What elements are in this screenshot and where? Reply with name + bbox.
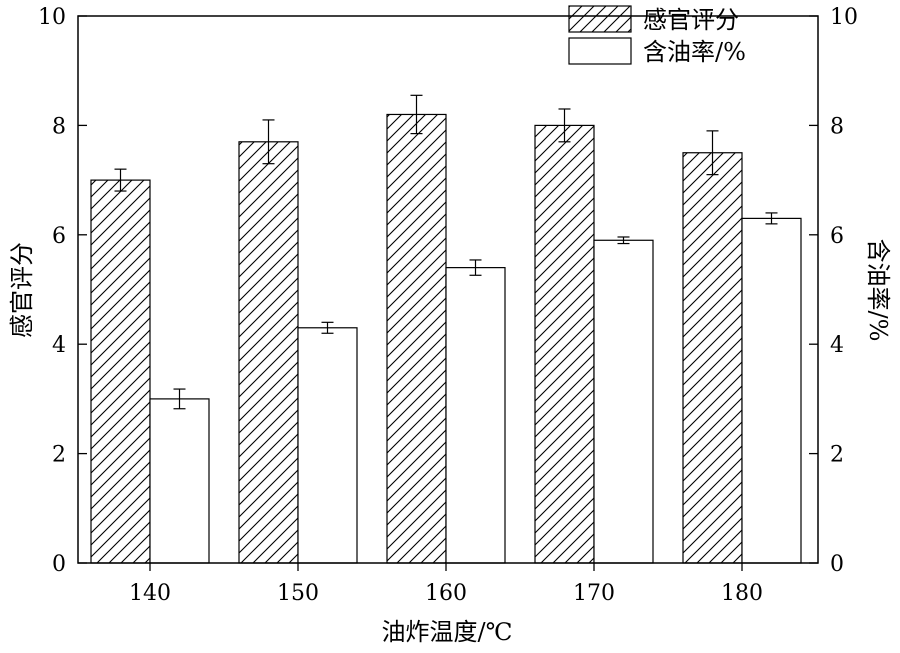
legend-label: 含油率/%: [643, 38, 746, 66]
y-tick-label-right: 4: [830, 333, 844, 358]
error-bar: [765, 212, 778, 225]
error-bar: [469, 259, 482, 276]
error-bar: [262, 119, 275, 165]
y-tick-label-right: 10: [830, 5, 858, 30]
oil-content-bar: [149, 398, 210, 564]
error-bar: [173, 388, 186, 410]
sensory-score-bar: [238, 141, 299, 564]
oil-content-bar: [593, 239, 654, 564]
sensory-score-bar: [682, 152, 743, 564]
y-tick-label-left: 10: [38, 5, 66, 30]
sensory-score-bar: [90, 179, 151, 564]
y-tick-label-right: 8: [830, 114, 844, 139]
x-tick-label: 150: [277, 581, 319, 606]
y-tick-label-right: 6: [830, 224, 844, 249]
plot-frame: [77, 15, 819, 564]
oil-content-bar: [297, 327, 358, 564]
x-tick-label: 160: [425, 581, 467, 606]
x-tick-label: 180: [721, 581, 763, 606]
plot-area: [90, 94, 802, 564]
y-tick-label-right: 2: [830, 443, 844, 468]
oil-content-bar: [741, 217, 802, 564]
y-axis-title-left: 感官评分: [8, 242, 36, 338]
sensory-score-bar: [386, 113, 447, 564]
y-tick-label-left: 4: [52, 333, 66, 358]
y-tick-label-left: 2: [52, 443, 66, 468]
legend-swatch: [568, 5, 632, 33]
x-tick-label: 170: [573, 581, 615, 606]
y-axis-title-right: 含油率/%: [864, 239, 892, 342]
x-axis-title: 油炸温度/℃: [382, 618, 513, 646]
legend-label: 感官评分: [643, 6, 739, 34]
oil-content-bar: [445, 267, 506, 564]
y-tick-label-right: 0: [830, 552, 844, 577]
sensory-score-bar: [534, 124, 595, 564]
error-bar: [321, 321, 334, 334]
error-bar: [558, 108, 571, 143]
x-tick-label: 140: [129, 581, 171, 606]
legend-swatch: [568, 37, 632, 65]
y-tick-label-left: 6: [52, 224, 66, 249]
error-bar: [114, 168, 127, 192]
y-tick-label-left: 0: [52, 552, 66, 577]
error-bar: [410, 94, 423, 135]
error-bar: [617, 236, 630, 245]
error-bar: [706, 130, 719, 176]
axes: 0 0 2 2 4 4 6 6 8 8 10 10 140 150 160 170 180: [38, 5, 858, 606]
y-tick-label-left: 8: [52, 114, 66, 139]
